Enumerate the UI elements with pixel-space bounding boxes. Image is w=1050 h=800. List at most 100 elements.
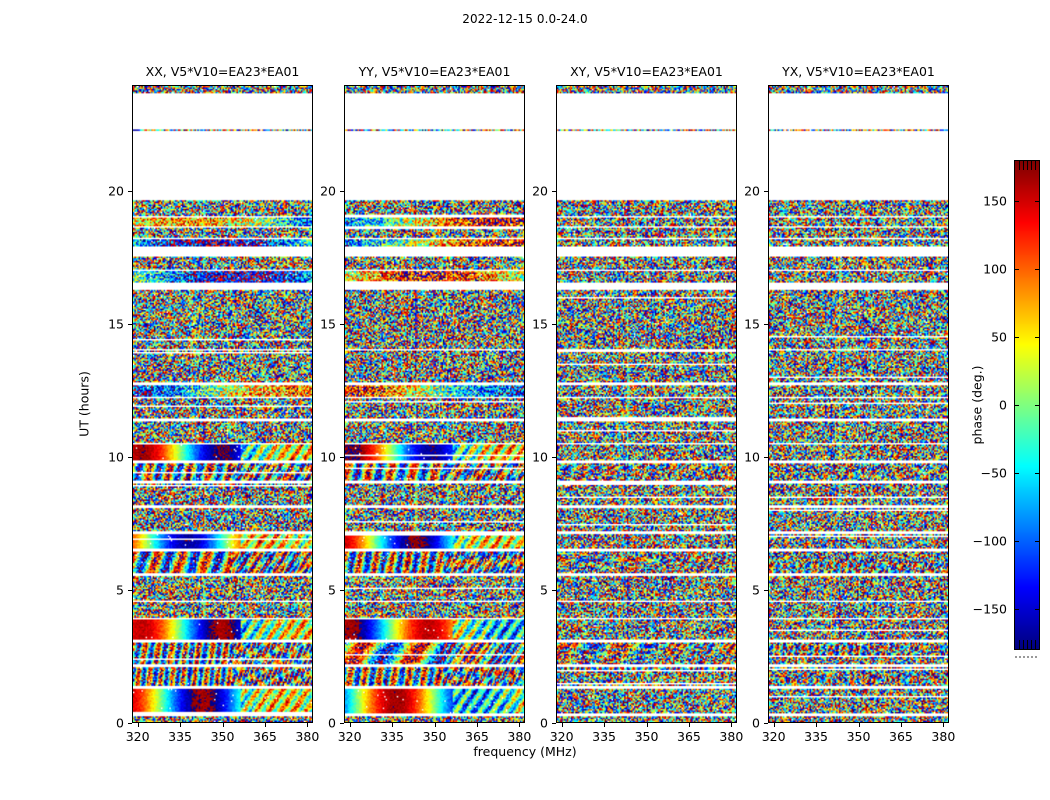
colorbar-tick-mark bbox=[1014, 336, 1019, 338]
y-tick-mark bbox=[552, 590, 556, 592]
panel-title-yx: YX, V5*V10=EA23*EA01 bbox=[782, 64, 935, 79]
x-tick-mark bbox=[519, 723, 521, 727]
colorbar-minor-tick bbox=[1023, 640, 1024, 649]
x-tick-label: 320 bbox=[337, 729, 362, 744]
y-tick-mark bbox=[340, 723, 344, 724]
colorbar-underflow-marks bbox=[1014, 656, 1040, 660]
y-tick-mark bbox=[340, 590, 344, 592]
x-tick-mark bbox=[392, 723, 394, 727]
y-axis-label: UT (hours) bbox=[76, 371, 92, 437]
colorbar-minor-tick bbox=[1035, 640, 1036, 649]
colorbar-minor-tick bbox=[1035, 161, 1036, 170]
colorbar-tick-label: 50 bbox=[991, 329, 1007, 345]
waterfall-image-xy bbox=[557, 86, 736, 722]
colorbar-tick-mark bbox=[1035, 473, 1040, 475]
y-tick-mark bbox=[552, 324, 556, 326]
colorbar-tick-mark bbox=[1014, 541, 1019, 543]
colorbar-underflow-dot bbox=[1031, 656, 1033, 658]
colorbar-tick-mark bbox=[1035, 200, 1040, 202]
x-tick-mark bbox=[900, 723, 902, 727]
panel-plot-area[interactable] bbox=[132, 85, 313, 723]
panel-xy: XY, V5*V10=EA23*EA01 0 5 10 15 20 320 335 350 365… bbox=[532, 64, 743, 744]
x-tick-label: 320 bbox=[761, 729, 786, 744]
colorbar-underflow-dot bbox=[1035, 656, 1037, 658]
colorbar-minor-tick bbox=[1019, 640, 1020, 649]
y-tick-label: 0 bbox=[116, 715, 124, 731]
x-tick-label: 335 bbox=[804, 729, 829, 744]
y-tick-mark bbox=[340, 457, 344, 459]
x-tick-mark bbox=[731, 723, 733, 727]
y-tick-label: 5 bbox=[540, 582, 548, 598]
colorbar-minor-tick bbox=[1027, 640, 1028, 649]
x-tick-label: 350 bbox=[846, 729, 871, 744]
y-tick-label: 15 bbox=[108, 316, 124, 332]
x-tick-label: 380 bbox=[719, 729, 744, 744]
y-tick-label: 5 bbox=[752, 582, 760, 598]
x-tick-mark bbox=[858, 723, 860, 727]
x-tick-mark bbox=[434, 723, 436, 727]
figure-suptitle: 2022-12-15 0.0-24.0 bbox=[462, 12, 588, 26]
colorbar-tick-mark bbox=[1035, 268, 1040, 270]
y-tick-mark bbox=[764, 324, 768, 326]
y-tick-label: 10 bbox=[532, 449, 548, 465]
colorbar-minor-tick bbox=[1031, 161, 1032, 170]
y-tick-label: 0 bbox=[752, 715, 760, 731]
x-axis-label: frequency (MHz) bbox=[473, 744, 577, 759]
y-tick-label: 15 bbox=[744, 316, 760, 332]
y-tick-label: 20 bbox=[108, 183, 124, 199]
y-tick-label: 5 bbox=[328, 582, 336, 598]
colorbar-tick-mark bbox=[1014, 200, 1019, 202]
x-tick-label: 320 bbox=[125, 729, 150, 744]
y-tick-mark bbox=[128, 457, 132, 459]
panel-yx: YX, V5*V10=EA23*EA01 0 5 10 15 20 320 335 350 365… bbox=[744, 64, 955, 744]
colorbar-tick-mark bbox=[1014, 268, 1019, 270]
y-tick-label: 20 bbox=[532, 183, 548, 199]
colorbar-underflow-dot bbox=[1023, 656, 1025, 658]
x-tick-label: 365 bbox=[464, 729, 489, 744]
x-tick-mark bbox=[307, 723, 309, 727]
panel-title-xx: XX, V5*V10=EA23*EA01 bbox=[145, 64, 300, 79]
y-tick-mark bbox=[340, 191, 344, 193]
colorbar-minor-tick bbox=[1019, 161, 1020, 170]
colorbar-underflow-dot bbox=[1019, 656, 1021, 658]
x-tick-group: 320 335 350 365 380 bbox=[126, 723, 319, 745]
y-tick-label: 20 bbox=[744, 183, 760, 199]
y-tick-label: 15 bbox=[532, 316, 548, 332]
x-tick-label: 335 bbox=[380, 729, 405, 744]
panel-plot-area[interactable] bbox=[556, 85, 737, 723]
waterfall-image-xx bbox=[133, 86, 312, 722]
y-tick-label: 5 bbox=[116, 582, 124, 598]
colorbar-minor-tick bbox=[1027, 161, 1028, 170]
y-tick-group: 0 5 10 15 20 bbox=[516, 85, 556, 731]
y-tick-mark bbox=[128, 191, 132, 193]
colorbar-tick-label: 150 bbox=[983, 193, 1007, 209]
y-tick-mark bbox=[764, 723, 768, 724]
colorbar-minor-tick bbox=[1031, 640, 1032, 649]
x-tick-label: 350 bbox=[634, 729, 659, 744]
panel-yy: YY, V5*V10=EA23*EA01 0 5 10 15 20 320 335 350 365… bbox=[320, 64, 531, 744]
y-tick-label: 20 bbox=[320, 183, 336, 199]
colorbar-tick-mark bbox=[1035, 405, 1040, 406]
x-tick-label: 365 bbox=[676, 729, 701, 744]
colorbar-tick-label: −100 bbox=[972, 533, 1007, 549]
panel-title-xy: XY, V5*V10=EA23*EA01 bbox=[570, 64, 723, 79]
x-tick-mark bbox=[943, 723, 945, 727]
y-tick-group: 0 5 10 15 20 bbox=[304, 85, 344, 731]
colorbar-minor-tick bbox=[1023, 161, 1024, 170]
x-tick-mark bbox=[773, 723, 775, 727]
y-tick-mark bbox=[128, 590, 132, 592]
panel-plot-area[interactable] bbox=[344, 85, 525, 723]
x-tick-group: 320 335 350 365 380 bbox=[338, 723, 531, 745]
x-tick-label: 350 bbox=[210, 729, 235, 744]
y-tick-label: 0 bbox=[328, 715, 336, 731]
x-tick-mark bbox=[476, 723, 478, 727]
colorbar-tick-mark bbox=[1035, 541, 1040, 543]
waterfall-image-yx bbox=[769, 86, 948, 722]
x-tick-mark bbox=[264, 723, 266, 727]
x-tick-label: 365 bbox=[888, 729, 913, 744]
y-tick-mark bbox=[764, 590, 768, 592]
y-tick-label: 10 bbox=[320, 449, 336, 465]
x-tick-label: 335 bbox=[168, 729, 193, 744]
panel-plot-area[interactable] bbox=[768, 85, 949, 723]
